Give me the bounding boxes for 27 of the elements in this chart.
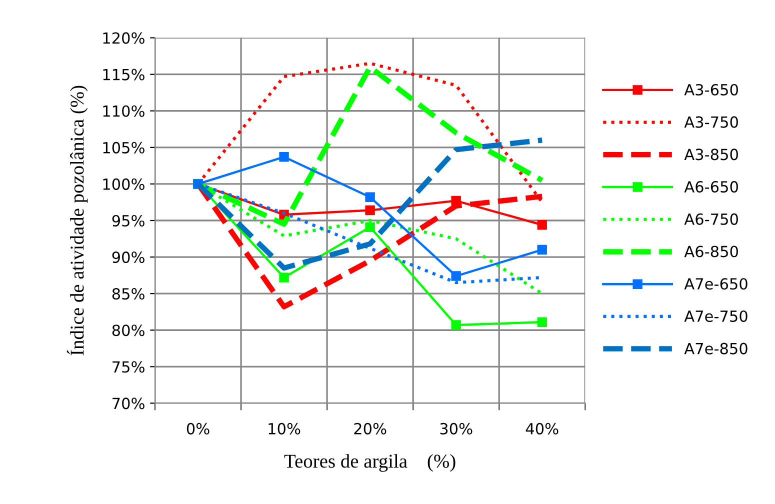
legend-label: A7e-750 [684, 310, 748, 322]
y-tick-label: 75% [112, 361, 144, 373]
y-tick-label: 120% [103, 32, 144, 44]
y-tick-label: 110% [103, 105, 144, 117]
x-tick-label: 40% [526, 422, 558, 434]
y-tick-label: 100% [103, 178, 144, 190]
legend-label: A3-750 [684, 116, 738, 128]
legend-label: A7e-650 [684, 278, 748, 290]
legend-label: A7e-850 [684, 342, 748, 354]
x-tick-label: 30% [440, 422, 472, 434]
legend-label: A6-750 [684, 213, 738, 225]
x-tick-label: 10% [268, 422, 300, 434]
x-tick-label: 20% [354, 422, 386, 434]
y-tick-label: 80% [112, 324, 144, 336]
y-axis-title: Índice de atividade pozolânica (%) [66, 86, 88, 356]
legend-label: A6-650 [684, 181, 738, 193]
legend-label: A6-850 [684, 246, 738, 258]
legend-label: A3-650 [684, 84, 738, 96]
y-tick-label: 105% [103, 142, 144, 154]
x-axis-title: Teores de argila (%) [284, 454, 456, 472]
y-tick-label: 70% [112, 398, 144, 410]
y-tick-label: 85% [112, 288, 144, 300]
legend-label: A3-850 [684, 148, 738, 160]
y-tick-label: 115% [103, 68, 144, 80]
y-tick-label: 90% [112, 252, 144, 264]
x-tick-label: 0% [186, 422, 210, 434]
y-tick-label: 95% [112, 214, 144, 227]
